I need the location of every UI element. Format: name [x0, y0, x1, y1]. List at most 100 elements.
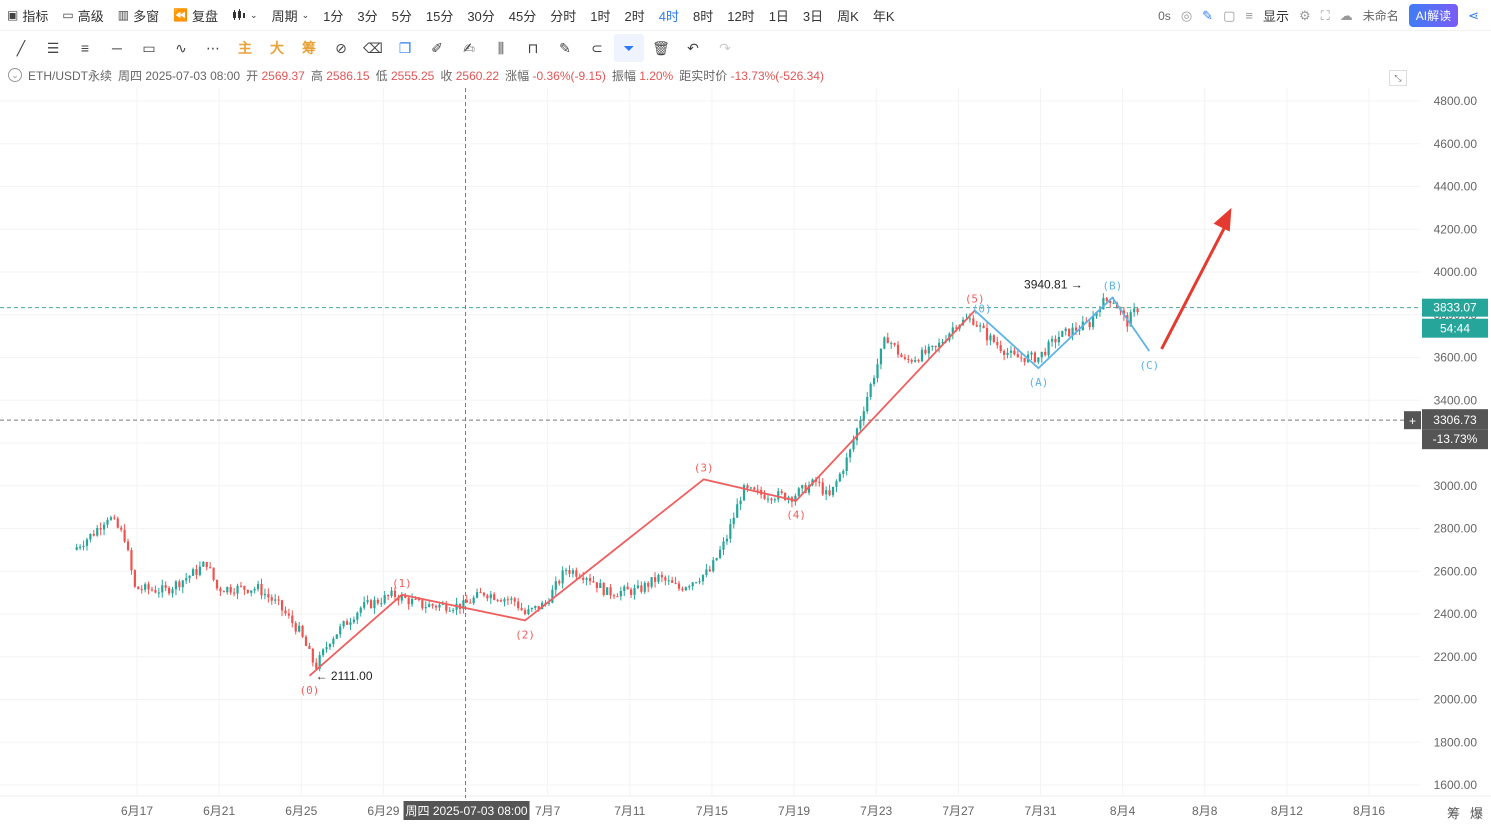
brush-icon[interactable]: ✍ [463, 39, 475, 56]
x-tick-label: 8月16 [1353, 804, 1385, 818]
filter-icon[interactable]: ⏷ [614, 34, 644, 62]
candle-body [996, 342, 999, 346]
chart-style-dropdown[interactable]: ⌄ [225, 0, 265, 31]
channel-icon[interactable]: ☰ [46, 39, 60, 56]
candle-body [910, 359, 913, 362]
interval-7[interactable]: 1时 [590, 8, 611, 24]
plus-icon[interactable]: + [1409, 414, 1416, 428]
interval-10[interactable]: 8时 [692, 8, 714, 24]
link-icon[interactable]: ⊂ [591, 39, 603, 56]
chips-corner-button[interactable]: 筹 [1446, 806, 1460, 821]
candle-body [705, 569, 708, 575]
interval-8[interactable]: 2时 [624, 8, 645, 24]
candle-body [547, 602, 551, 604]
chart-box-icon: ▣ [7, 8, 19, 22]
interval-0[interactable]: 1分 [323, 8, 344, 24]
interval-9[interactable]: 4时 [658, 8, 679, 24]
candle-body [1136, 308, 1139, 313]
advanced-button[interactable]: ▭ 高级 [55, 0, 110, 31]
list-icon[interactable]: ≡ [1245, 8, 1253, 23]
interval-2[interactable]: 5分 [391, 8, 412, 24]
eraser-icon[interactable]: ⌫ [363, 39, 383, 56]
display-button[interactable]: 显示 [1262, 9, 1289, 24]
camera-icon[interactable]: ◎ [1180, 7, 1193, 23]
candle-body [1040, 351, 1043, 358]
candle-body [363, 602, 366, 608]
window-icon[interactable]: ▢ [1223, 7, 1236, 23]
candle-body [345, 621, 349, 625]
trend-line-icon[interactable]: ╱ [16, 39, 26, 56]
horizontal-lines-icon[interactable]: ≡ [80, 40, 90, 56]
magnet-icon[interactable]: ⊘ [335, 39, 347, 56]
period-dropdown[interactable]: 周期 ⌄ [265, 0, 317, 31]
candle-body [1064, 328, 1067, 331]
gear-icon[interactable]: ⚙ [1298, 7, 1311, 23]
candle-body [99, 528, 102, 530]
crosshair-plus-button[interactable] [1404, 411, 1421, 430]
candle-body [606, 587, 609, 595]
chevron-down-icon: ⌄ [250, 9, 258, 20]
undo-icon[interactable]: ↶ [687, 39, 699, 56]
candle-body [698, 581, 701, 583]
crosshair-percent-value: -13.73% [1433, 432, 1478, 446]
replay-button[interactable]: ⏪ 复盘 [166, 0, 225, 31]
interval-5[interactable]: 45分 [508, 8, 537, 24]
candle-body [359, 607, 362, 613]
candle-body [770, 498, 773, 501]
candle-body [120, 527, 123, 530]
redo-icon[interactable]: ↷ [719, 39, 731, 56]
candle-body [250, 590, 253, 593]
candle-body [968, 318, 971, 320]
candle-body [695, 582, 698, 584]
crosshair-date-value: 周四 2025-07-03 08:00 [405, 804, 527, 818]
copy-icon[interactable]: ❐ [398, 39, 412, 56]
candle-body [383, 595, 386, 604]
horizontal-line-icon[interactable]: ─ [112, 40, 122, 56]
ruler-icon[interactable]: ✐ [431, 39, 443, 56]
fullscreen-icon[interactable]: ⛶ [1320, 7, 1330, 23]
interval-15[interactable]: 年K [872, 8, 895, 24]
rectangle-icon[interactable]: ▭ [142, 39, 156, 56]
indicators-button[interactable]: ▣ 指标 [0, 0, 55, 31]
indicators-label: 指标 [22, 8, 49, 24]
collapse-icon[interactable]: ⤡ [1389, 70, 1407, 86]
lock-icon[interactable]: ⊓ [527, 39, 539, 56]
bars-icon[interactable]: ⫼ [497, 39, 505, 56]
share-icon[interactable]: ⋖ [1468, 7, 1479, 23]
candle-body [226, 587, 229, 593]
main-toggle[interactable]: 主 [238, 40, 252, 56]
liquidation-corner-button[interactable]: 爆 [1469, 806, 1483, 821]
candle-body [934, 345, 937, 348]
interval-11[interactable]: 12时 [727, 8, 755, 24]
big-toggle[interactable]: 大 [270, 40, 284, 56]
candle-body [205, 562, 208, 568]
trash-icon[interactable]: 🗑 [652, 39, 670, 56]
layout-name[interactable]: 未命名 [1362, 9, 1399, 23]
interval-3[interactable]: 15分 [425, 8, 454, 24]
candle-body [749, 487, 752, 489]
interval-6[interactable]: 分时 [550, 8, 577, 24]
multi-window-button[interactable]: ▥ 多窗 [111, 0, 166, 31]
candle-body [766, 498, 770, 500]
ai-interpret-button[interactable]: AI解读 [1408, 4, 1459, 27]
interval-12[interactable]: 1日 [768, 8, 789, 24]
chips-toggle[interactable]: 筹 [302, 40, 316, 56]
calendar-icon: ▭ [62, 8, 74, 22]
visibility-icon[interactable]: ⌄ [8, 68, 22, 82]
candle-body [233, 592, 236, 594]
y-tick-label: 4800.00 [1434, 94, 1478, 108]
more-icon[interactable]: ⋯ [206, 39, 220, 56]
interval-14[interactable]: 周K [837, 8, 859, 24]
candle-body [308, 645, 311, 649]
candle-body [838, 473, 841, 482]
pencil-icon[interactable]: ✎ [1202, 7, 1214, 23]
interval-13[interactable]: 3日 [802, 8, 824, 24]
interval-4[interactable]: 30分 [467, 8, 495, 24]
interval-1[interactable]: 3分 [357, 8, 378, 24]
high-price-annotation: 3940.81 → [1024, 278, 1083, 292]
y-tick-label: 4200.00 [1434, 222, 1478, 236]
edit-box-icon[interactable]: ✎ [559, 39, 571, 56]
candle-body [75, 547, 78, 550]
wave-icon[interactable]: ∿ [175, 39, 187, 56]
